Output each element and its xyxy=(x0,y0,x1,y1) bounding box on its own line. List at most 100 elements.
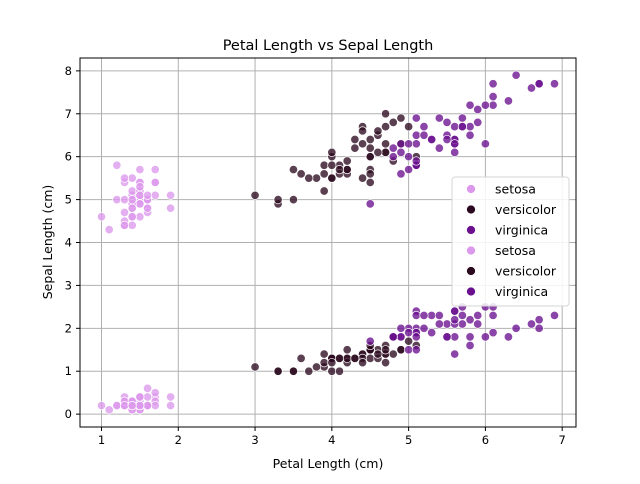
data-point-setosa xyxy=(127,186,137,196)
legend: setosa versicolor virginica setosa versicolo… xyxy=(451,176,570,307)
data-point-virginica xyxy=(442,319,452,329)
data-point-setosa xyxy=(150,400,160,411)
data-point-virginica xyxy=(465,122,475,132)
data-point-versicolor xyxy=(250,362,260,372)
data-point-virginica xyxy=(526,319,537,329)
data-point-virginica xyxy=(411,139,421,149)
data-point-virginica xyxy=(503,332,513,342)
data-point-setosa xyxy=(135,190,145,200)
legend-marker xyxy=(466,245,476,256)
data-point-virginica xyxy=(388,152,398,162)
data-point-setosa xyxy=(119,195,130,205)
data-point-versicolor xyxy=(250,190,260,200)
data-point-versicolor xyxy=(373,147,383,157)
axis-ticks: 1 2 3 4 5 6 7 0 1 2 3 4 5 6 7 8 xyxy=(65,64,566,447)
data-point-setosa xyxy=(143,383,153,393)
data-point-setosa xyxy=(96,212,107,222)
data-point-versicolor xyxy=(358,139,368,149)
data-point-virginica xyxy=(465,130,475,140)
x-tick-label: 6 xyxy=(482,433,489,447)
data-point-setosa xyxy=(119,207,130,218)
data-point-setosa xyxy=(112,160,122,170)
data-point-virginica xyxy=(511,70,521,80)
data-point-virginica xyxy=(457,310,467,320)
data-point-virginica xyxy=(457,122,467,132)
data-point-virginica xyxy=(404,328,414,338)
data-point-virginica xyxy=(480,139,490,149)
data-point-virginica xyxy=(465,100,475,110)
y-tick-label: 6 xyxy=(65,150,72,164)
data-point-virginica xyxy=(534,79,544,89)
data-point-versicolor xyxy=(319,349,329,359)
data-point-virginica xyxy=(488,92,498,102)
data-points xyxy=(96,70,560,415)
data-point-versicolor xyxy=(334,165,345,175)
data-point-setosa xyxy=(104,225,114,235)
data-point-virginica xyxy=(427,134,437,145)
data-point-virginica xyxy=(549,310,560,320)
data-point-virginica xyxy=(488,310,498,320)
data-point-virginica xyxy=(480,100,490,110)
data-point-setosa xyxy=(127,220,137,230)
data-point-virginica xyxy=(434,143,444,153)
data-point-setosa xyxy=(112,400,122,411)
data-point-virginica xyxy=(450,315,460,325)
y-tick-label: 3 xyxy=(65,278,72,292)
data-point-virginica xyxy=(442,134,452,145)
data-point-virginica xyxy=(465,332,475,342)
data-point-setosa xyxy=(135,400,145,411)
legend-label: setosa xyxy=(495,243,536,258)
data-point-setosa xyxy=(166,400,176,411)
data-point-versicolor xyxy=(365,152,375,162)
data-point-virginica xyxy=(450,147,460,157)
data-point-virginica xyxy=(404,165,414,175)
x-tick-label: 4 xyxy=(328,433,335,447)
legend-marker xyxy=(466,266,476,276)
data-point-virginica xyxy=(465,315,475,325)
data-point-virginica xyxy=(411,332,421,342)
data-point-virginica xyxy=(404,139,414,149)
data-point-versicolor xyxy=(350,353,360,363)
data-point-virginica xyxy=(480,332,490,342)
legend-label: setosa xyxy=(495,182,536,197)
legend-label: virginica xyxy=(495,223,548,238)
data-point-setosa xyxy=(143,392,153,402)
x-tick-label: 7 xyxy=(559,433,566,447)
y-tick-label: 5 xyxy=(65,193,72,207)
data-point-setosa xyxy=(143,190,153,200)
data-point-versicolor xyxy=(327,147,337,157)
data-point-setosa xyxy=(135,182,145,192)
data-point-versicolor xyxy=(334,366,345,376)
data-point-virginica xyxy=(465,340,475,351)
data-point-virginica xyxy=(419,310,429,320)
data-point-virginica xyxy=(488,79,498,89)
data-point-setosa xyxy=(143,203,153,213)
data-point-setosa xyxy=(127,203,137,213)
data-point-versicolor xyxy=(273,366,283,376)
data-point-versicolor xyxy=(365,177,375,187)
data-point-versicolor xyxy=(381,109,391,119)
data-point-versicolor xyxy=(358,173,368,183)
legend-label: versicolor xyxy=(495,264,557,279)
data-point-setosa xyxy=(127,195,137,205)
x-tick-label: 3 xyxy=(251,433,258,447)
data-point-virginica xyxy=(473,117,483,127)
y-tick-label: 4 xyxy=(65,236,72,250)
data-point-virginica xyxy=(404,345,414,355)
data-point-versicolor xyxy=(327,160,337,170)
data-point-versicolor xyxy=(365,143,375,153)
data-point-virginica xyxy=(396,332,406,342)
data-point-versicolor xyxy=(334,353,345,363)
data-point-versicolor xyxy=(381,139,391,149)
data-point-virginica xyxy=(396,139,406,149)
data-point-versicolor xyxy=(404,336,414,346)
data-point-virginica xyxy=(473,104,483,115)
x-tick-label: 5 xyxy=(405,433,412,447)
data-point-virginica xyxy=(365,199,375,209)
data-point-setosa xyxy=(150,388,160,398)
x-tick-label: 1 xyxy=(98,433,105,447)
data-point-virginica xyxy=(442,117,452,127)
data-point-versicolor xyxy=(273,195,283,205)
data-point-virginica xyxy=(450,139,460,149)
data-point-virginica xyxy=(365,336,375,346)
